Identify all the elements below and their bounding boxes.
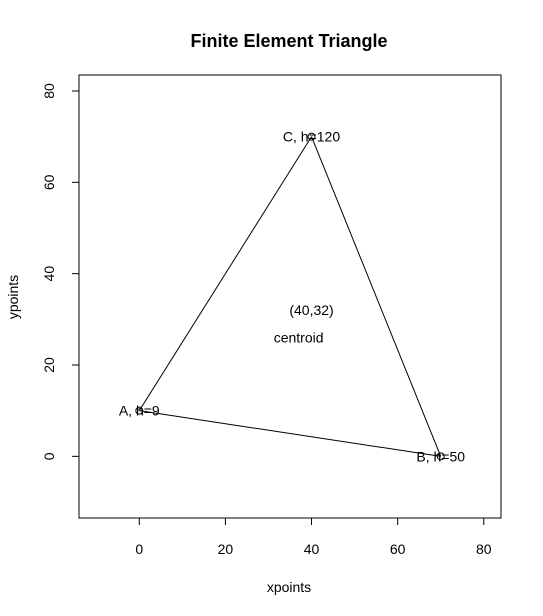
triangle-edges xyxy=(138,136,442,457)
triangle-edge-ab xyxy=(139,410,441,457)
x-tick-label: 20 xyxy=(218,541,234,557)
triangle-edge-ca xyxy=(138,136,312,411)
vertex-label-a: A, h=9 xyxy=(119,403,160,419)
triangle-vertices: A, h=9 B, h=50 C, h=120 xyxy=(119,129,465,465)
centroid-coordinates: (40,32) xyxy=(289,302,333,318)
x-axis: 0 20 40 60 80 xyxy=(135,517,492,557)
triangle-edge-bc xyxy=(311,136,442,457)
y-tick-label: 60 xyxy=(41,174,57,190)
vertex-point-c xyxy=(307,132,316,141)
x-tick-label: 60 xyxy=(390,541,406,557)
y-axis-label: ypoints xyxy=(5,275,21,319)
chart-title: Finite Element Triangle xyxy=(190,31,387,51)
vertex-label-b: B, h=50 xyxy=(416,448,465,464)
centroid-label: centroid xyxy=(274,330,324,346)
x-tick-label: 80 xyxy=(476,541,492,557)
x-axis-label: xpoints xyxy=(267,579,311,595)
y-tick-label: 20 xyxy=(41,357,57,373)
x-tick-label: 0 xyxy=(135,541,143,557)
y-tick-label: 80 xyxy=(41,83,57,99)
y-tick-label: 40 xyxy=(41,266,57,282)
vertex-point-b xyxy=(436,452,445,461)
y-tick-label: 0 xyxy=(41,452,57,460)
annotations: (40,32) centroid xyxy=(274,302,334,345)
vertex-point-a xyxy=(135,406,144,415)
vertex-label-c: C, h=120 xyxy=(283,129,340,145)
x-tick-label: 40 xyxy=(304,541,320,557)
y-axis: 0 20 40 60 80 xyxy=(41,83,80,460)
